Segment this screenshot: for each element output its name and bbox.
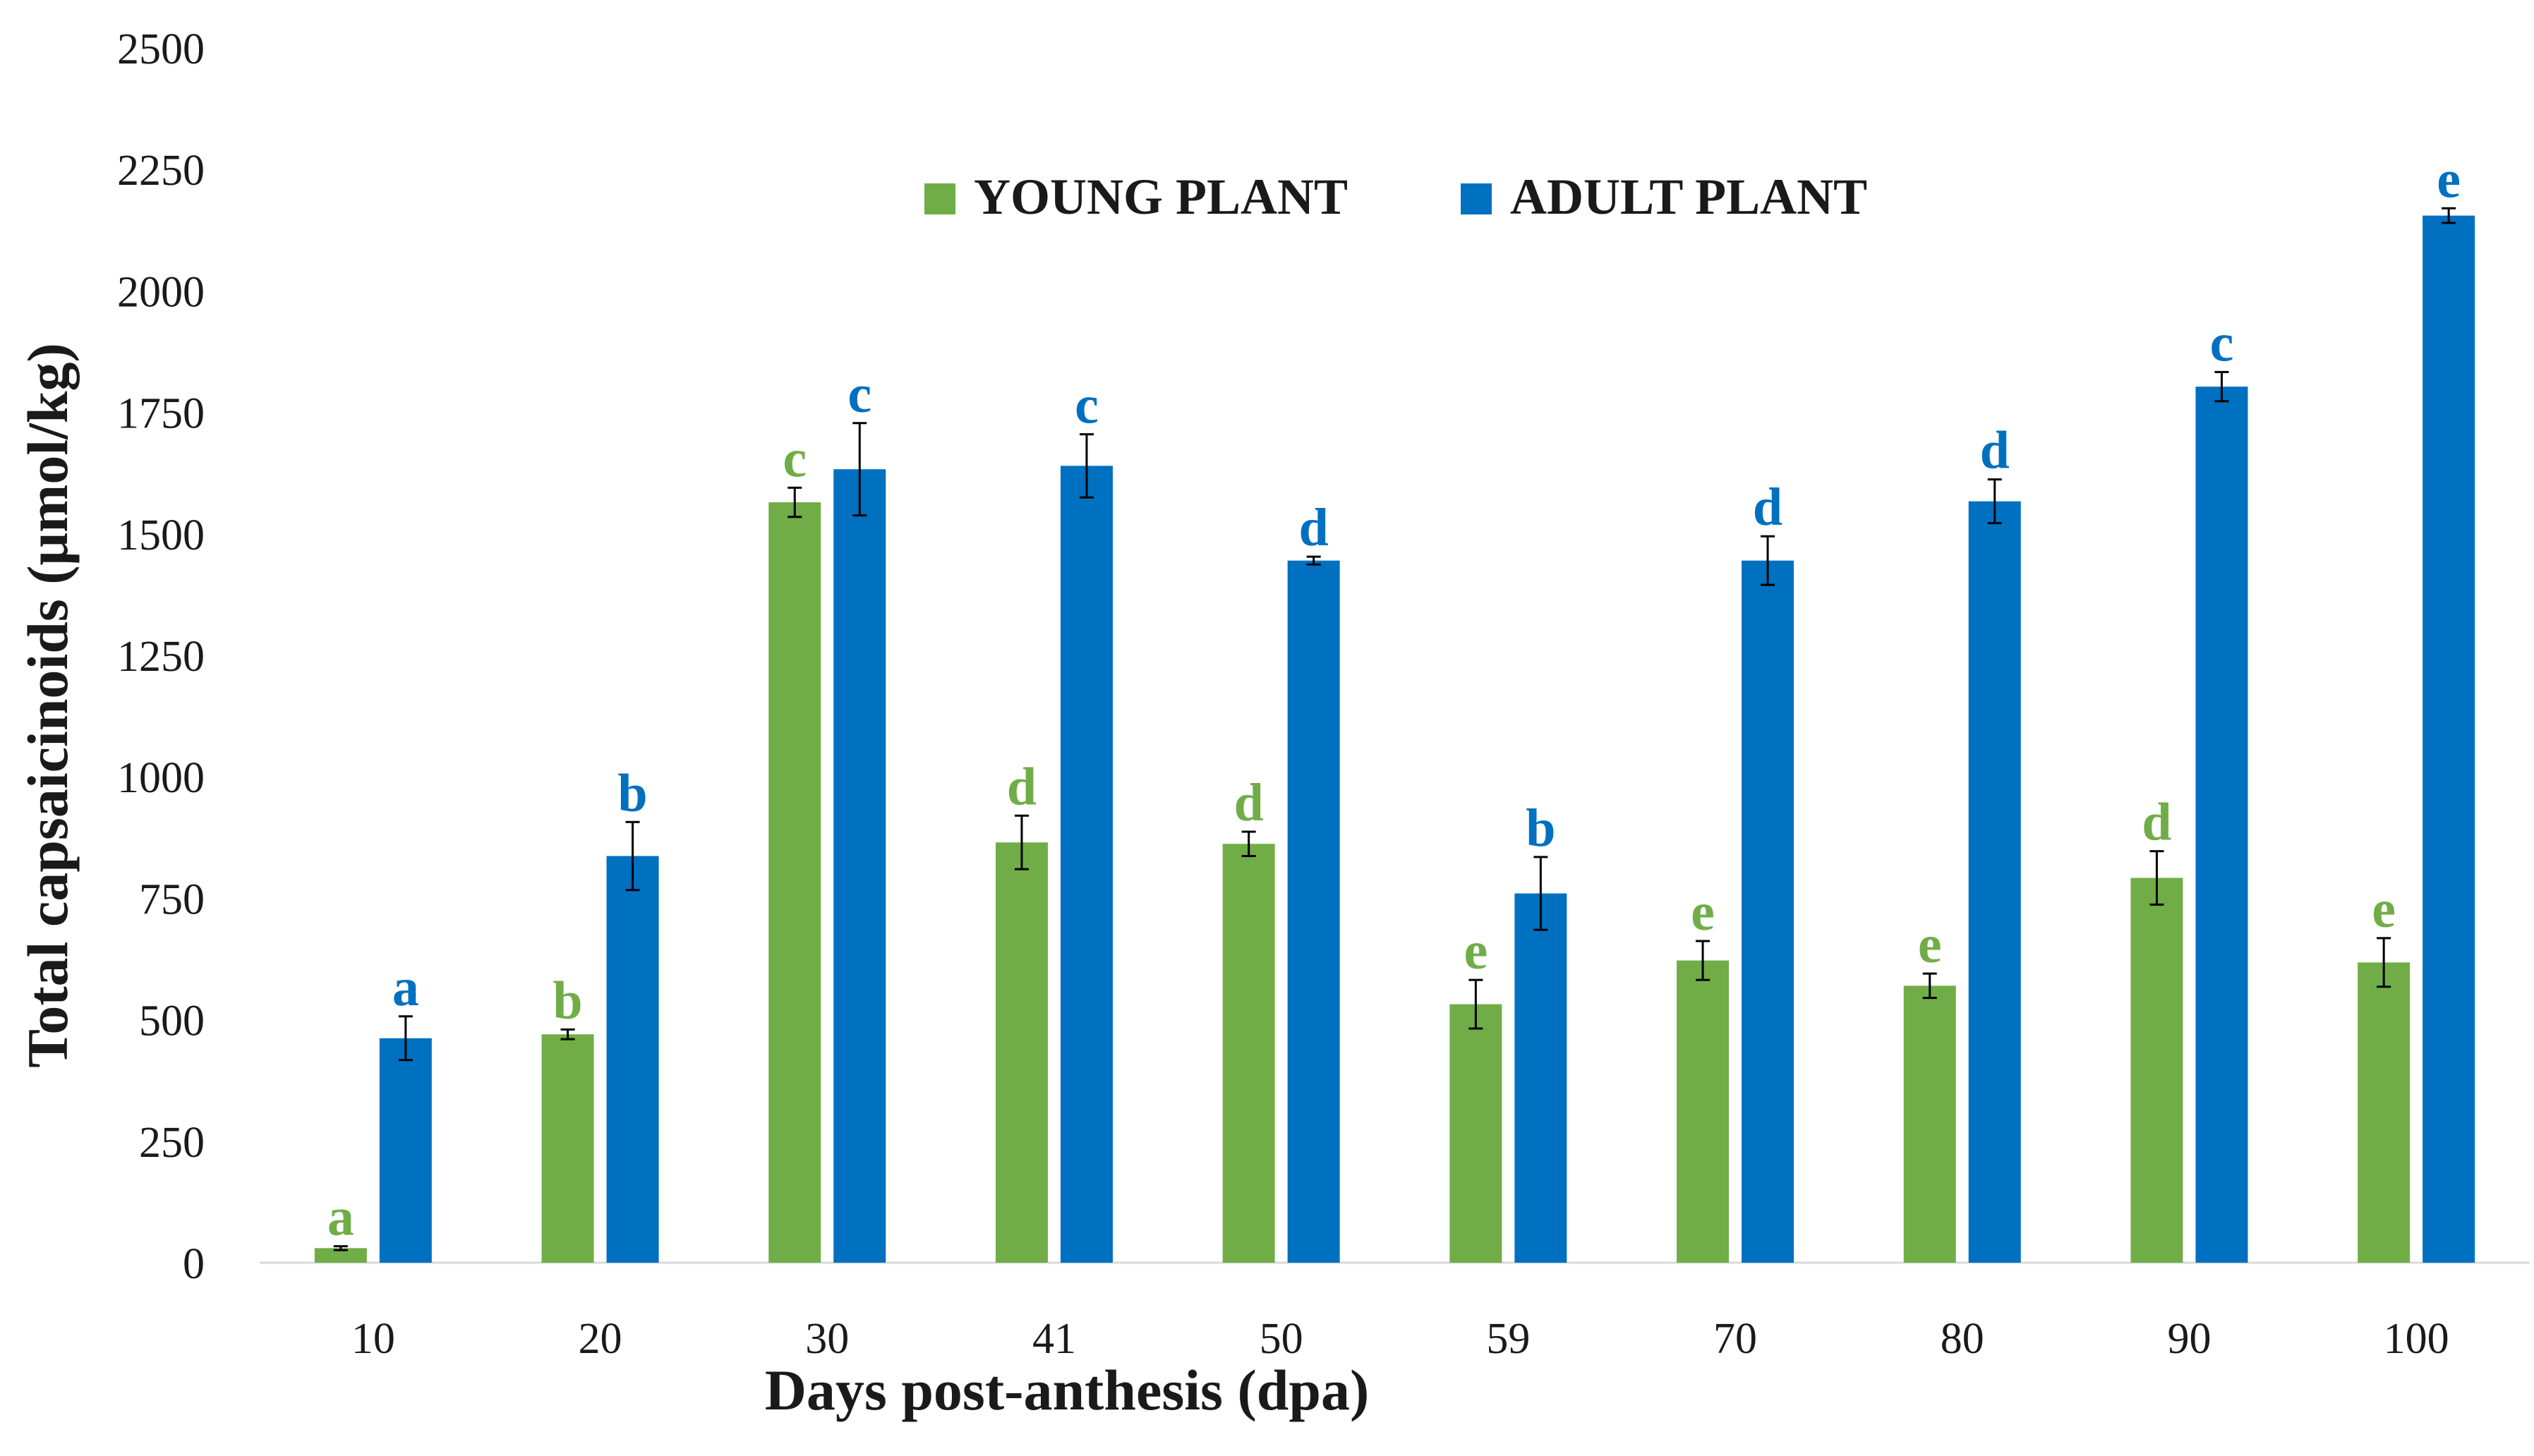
error-bar — [2149, 850, 2164, 906]
x-tick-label: 20 — [579, 1315, 622, 1363]
significance-letter: b — [1526, 799, 1555, 858]
x-tick-label: 50 — [1260, 1315, 1303, 1363]
significance-letter: c — [1075, 376, 1099, 435]
error-bar — [560, 1028, 575, 1041]
bar-adult-30 — [833, 469, 886, 1263]
error-bar — [1696, 940, 1711, 981]
y-tick-label: 2000 — [117, 268, 205, 316]
bar-adult-80 — [1968, 501, 2021, 1263]
x-tick-label: 90 — [2167, 1315, 2211, 1363]
error-bar — [2377, 937, 2391, 988]
error-bar — [1761, 535, 1775, 586]
significance-letter: e — [2437, 150, 2461, 209]
significance-letter: a — [392, 958, 419, 1017]
y-tick-label: 500 — [139, 997, 205, 1045]
bar-young-10 — [314, 1248, 367, 1263]
error-bar — [333, 1245, 348, 1251]
bar-young-70 — [1677, 960, 1730, 1263]
y-tick-label: 750 — [139, 875, 205, 923]
error-bar — [1079, 433, 1094, 499]
significance-letter: e — [1918, 915, 1942, 974]
x-tick-label: 70 — [1713, 1315, 1757, 1363]
bar-young-80 — [1903, 985, 1956, 1263]
error-bar — [625, 820, 640, 892]
bar-young-59 — [1449, 1004, 1502, 1263]
legend: YOUNG PLANT ADULT PLANT — [924, 169, 1867, 225]
legend-label-young: YOUNG PLANT — [974, 169, 1348, 225]
significance-letter: c — [847, 365, 871, 424]
significance-letter: b — [553, 971, 582, 1030]
y-tick-label: 1000 — [117, 754, 205, 802]
error-bar — [2442, 207, 2456, 224]
significance-letter: e — [2372, 880, 2396, 939]
x-axis-ticks: 10 20 30 41 50 59 70 80 90 100 — [351, 1315, 2449, 1363]
error-bar — [1014, 814, 1029, 870]
error-bar — [788, 486, 802, 518]
significance-letter: d — [2142, 793, 2171, 852]
y-tick-label: 1250 — [117, 633, 205, 681]
bar-young-90 — [2130, 878, 2183, 1263]
significance-letter: d — [1234, 773, 1264, 832]
y-axis-ticks: 0 250 500 750 1000 1250 1500 1750 2000 2250 2500 — [117, 25, 205, 1288]
error-bar — [1241, 830, 1256, 857]
bar-adult-41 — [1060, 466, 1113, 1263]
significance-letter: e — [1464, 921, 1488, 981]
legend-swatch-young — [924, 183, 955, 214]
x-tick-label: 41 — [1032, 1315, 1076, 1363]
error-bar — [398, 1015, 413, 1062]
bar-young-50 — [1222, 844, 1275, 1263]
bar-adult-59 — [1514, 893, 1567, 1263]
significance-letter: d — [1753, 478, 1782, 537]
error-bar — [2214, 370, 2229, 403]
significance-letter: a — [327, 1188, 354, 1247]
bar-adult-100 — [2423, 215, 2475, 1263]
significance-letter: b — [617, 763, 647, 823]
bar-young-100 — [2358, 962, 2411, 1263]
bar-young-30 — [768, 502, 821, 1263]
bar-adult-20 — [606, 856, 659, 1263]
significance-letter: c — [783, 429, 807, 488]
legend-swatch-adult — [1461, 183, 1492, 214]
error-bar — [1533, 856, 1548, 931]
significance-letter: d — [1007, 757, 1037, 816]
bar-adult-90 — [2195, 387, 2248, 1263]
error-bar — [852, 422, 867, 517]
significance-letter: d — [1299, 498, 1329, 557]
y-tick-label: 1750 — [117, 390, 205, 438]
error-bar — [1987, 478, 2002, 525]
bar-young-41 — [995, 842, 1048, 1263]
bar-adult-10 — [379, 1038, 432, 1263]
x-tick-label: 10 — [351, 1315, 395, 1363]
significance-letter: d — [1980, 421, 2010, 480]
y-axis-title: Total capsaicinoids (μmol/kg) — [16, 343, 80, 1068]
bar-adult-70 — [1742, 560, 1794, 1263]
significance-letter: c — [2210, 313, 2234, 372]
y-tick-label: 250 — [139, 1119, 205, 1167]
legend-label-adult: ADULT PLANT — [1510, 169, 1867, 225]
y-tick-label: 0 — [183, 1240, 205, 1288]
x-tick-label: 59 — [1486, 1315, 1530, 1363]
significance-letter: e — [1691, 882, 1715, 942]
y-tick-label: 1500 — [117, 511, 205, 559]
x-tick-label: 100 — [2384, 1315, 2449, 1363]
x-tick-label: 30 — [805, 1315, 849, 1363]
error-bar — [1306, 555, 1321, 566]
error-bar — [1468, 978, 1483, 1030]
y-tick-label: 2500 — [117, 25, 205, 73]
y-tick-label: 2250 — [117, 147, 205, 195]
x-axis-title: Days post-anthesis (dpa) — [765, 1358, 1370, 1422]
error-bar — [1922, 972, 1937, 1000]
bar-adult-50 — [1287, 560, 1340, 1263]
bar-young-20 — [541, 1034, 594, 1263]
x-tick-label: 80 — [1941, 1315, 1984, 1363]
